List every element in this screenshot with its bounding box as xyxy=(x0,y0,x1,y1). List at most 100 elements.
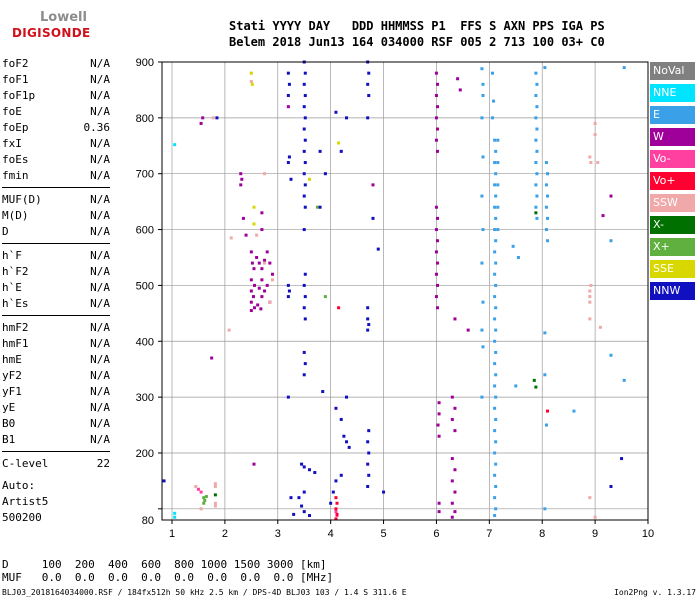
param-row: fxI N/A xyxy=(2,136,110,152)
param-row: h`F2 N/A xyxy=(2,264,110,280)
file-info-footer: BLJ03_2018164034000.RSF / 184fx512h 50 k… xyxy=(2,588,407,597)
header-line-2: Belem 2018 Jun13 164 034000 RSF 005 2 71… xyxy=(229,35,605,49)
param-label: M(D) xyxy=(2,209,29,222)
data-point xyxy=(366,440,370,444)
data-point xyxy=(334,479,338,483)
data-point xyxy=(493,496,497,500)
data-point xyxy=(173,515,177,519)
data-point xyxy=(339,473,343,477)
param-value: N/A xyxy=(90,265,110,278)
data-point xyxy=(335,512,339,516)
data-point xyxy=(321,390,325,394)
data-point xyxy=(318,205,322,209)
data-point xyxy=(491,71,495,75)
data-point xyxy=(260,228,264,232)
data-point xyxy=(535,105,539,109)
data-point xyxy=(620,457,624,461)
data-point xyxy=(494,484,498,488)
data-point xyxy=(303,205,307,209)
data-point xyxy=(196,487,200,491)
param-value: N/A xyxy=(90,105,110,118)
data-point xyxy=(257,261,261,265)
param-value: N/A xyxy=(90,321,110,334)
data-point xyxy=(286,105,290,109)
x-tick-label: 2 xyxy=(222,528,228,540)
data-point xyxy=(249,278,253,282)
legend-item-sse: SSE xyxy=(650,260,695,278)
legend-item-noval: NoVal xyxy=(650,62,695,80)
data-point xyxy=(297,496,301,500)
param-label: foF1p xyxy=(2,89,36,102)
data-point xyxy=(366,82,370,86)
data-point xyxy=(303,138,307,142)
data-point xyxy=(199,490,203,494)
data-point xyxy=(481,82,485,86)
x-tick-label: 7 xyxy=(486,528,492,540)
series-x- xyxy=(213,211,538,497)
data-point xyxy=(303,94,307,98)
data-point xyxy=(434,295,438,299)
param-row: MUF(D) N/A xyxy=(2,192,110,208)
data-point xyxy=(302,194,306,198)
data-point xyxy=(194,484,198,488)
param-value: N/A xyxy=(90,193,110,206)
data-point xyxy=(481,345,485,349)
data-point xyxy=(260,267,264,271)
data-point xyxy=(434,272,438,276)
param-row: yF1 N/A xyxy=(2,384,110,400)
data-point xyxy=(453,429,457,433)
data-point xyxy=(270,272,274,276)
legend-item-nnw: NNW xyxy=(650,282,695,300)
data-point xyxy=(203,498,207,502)
data-point xyxy=(345,440,349,444)
y-tick-label: 800 xyxy=(136,113,154,125)
x-tick-label: 5 xyxy=(380,528,386,540)
data-point xyxy=(334,406,338,410)
data-point xyxy=(252,205,256,209)
data-point xyxy=(302,373,306,377)
data-point xyxy=(494,373,498,377)
data-point xyxy=(588,496,592,500)
data-point xyxy=(466,328,470,332)
data-point xyxy=(329,501,333,505)
param-row: h`E N/A xyxy=(2,280,110,296)
data-point xyxy=(345,395,349,399)
data-point xyxy=(249,80,253,84)
x-tick-label: 6 xyxy=(433,528,439,540)
data-point xyxy=(366,462,370,466)
data-point xyxy=(535,127,539,131)
data-point xyxy=(256,303,260,307)
y-tick-label: 600 xyxy=(136,225,154,237)
data-point xyxy=(453,510,457,514)
param-row: foF1 N/A xyxy=(2,72,110,88)
series-e xyxy=(480,66,626,518)
data-point xyxy=(367,323,371,327)
param-row: foE N/A xyxy=(2,104,110,120)
data-point xyxy=(496,228,500,232)
data-point xyxy=(436,423,440,427)
param-label: foE xyxy=(2,105,22,118)
data-point xyxy=(493,250,497,254)
data-point xyxy=(601,214,605,218)
param-row: hmE N/A xyxy=(2,352,110,368)
data-point xyxy=(481,94,485,98)
data-point xyxy=(493,384,497,388)
data-point xyxy=(496,161,500,165)
data-point xyxy=(302,490,306,494)
data-point xyxy=(302,306,306,310)
data-point xyxy=(260,278,264,282)
param-label: hmF1 xyxy=(2,337,29,350)
data-point xyxy=(302,127,306,131)
data-point xyxy=(493,183,497,187)
data-point xyxy=(202,496,206,500)
data-point xyxy=(543,373,547,377)
param-row: h`F N/A xyxy=(2,248,110,264)
data-point xyxy=(434,228,438,232)
data-point xyxy=(300,504,304,508)
auto-program: Artist5 xyxy=(2,495,49,508)
param-label: yF1 xyxy=(2,385,22,398)
y-tick-label: 300 xyxy=(136,392,154,404)
data-point xyxy=(434,138,438,142)
data-point xyxy=(302,283,306,287)
param-label: fxI xyxy=(2,137,22,150)
